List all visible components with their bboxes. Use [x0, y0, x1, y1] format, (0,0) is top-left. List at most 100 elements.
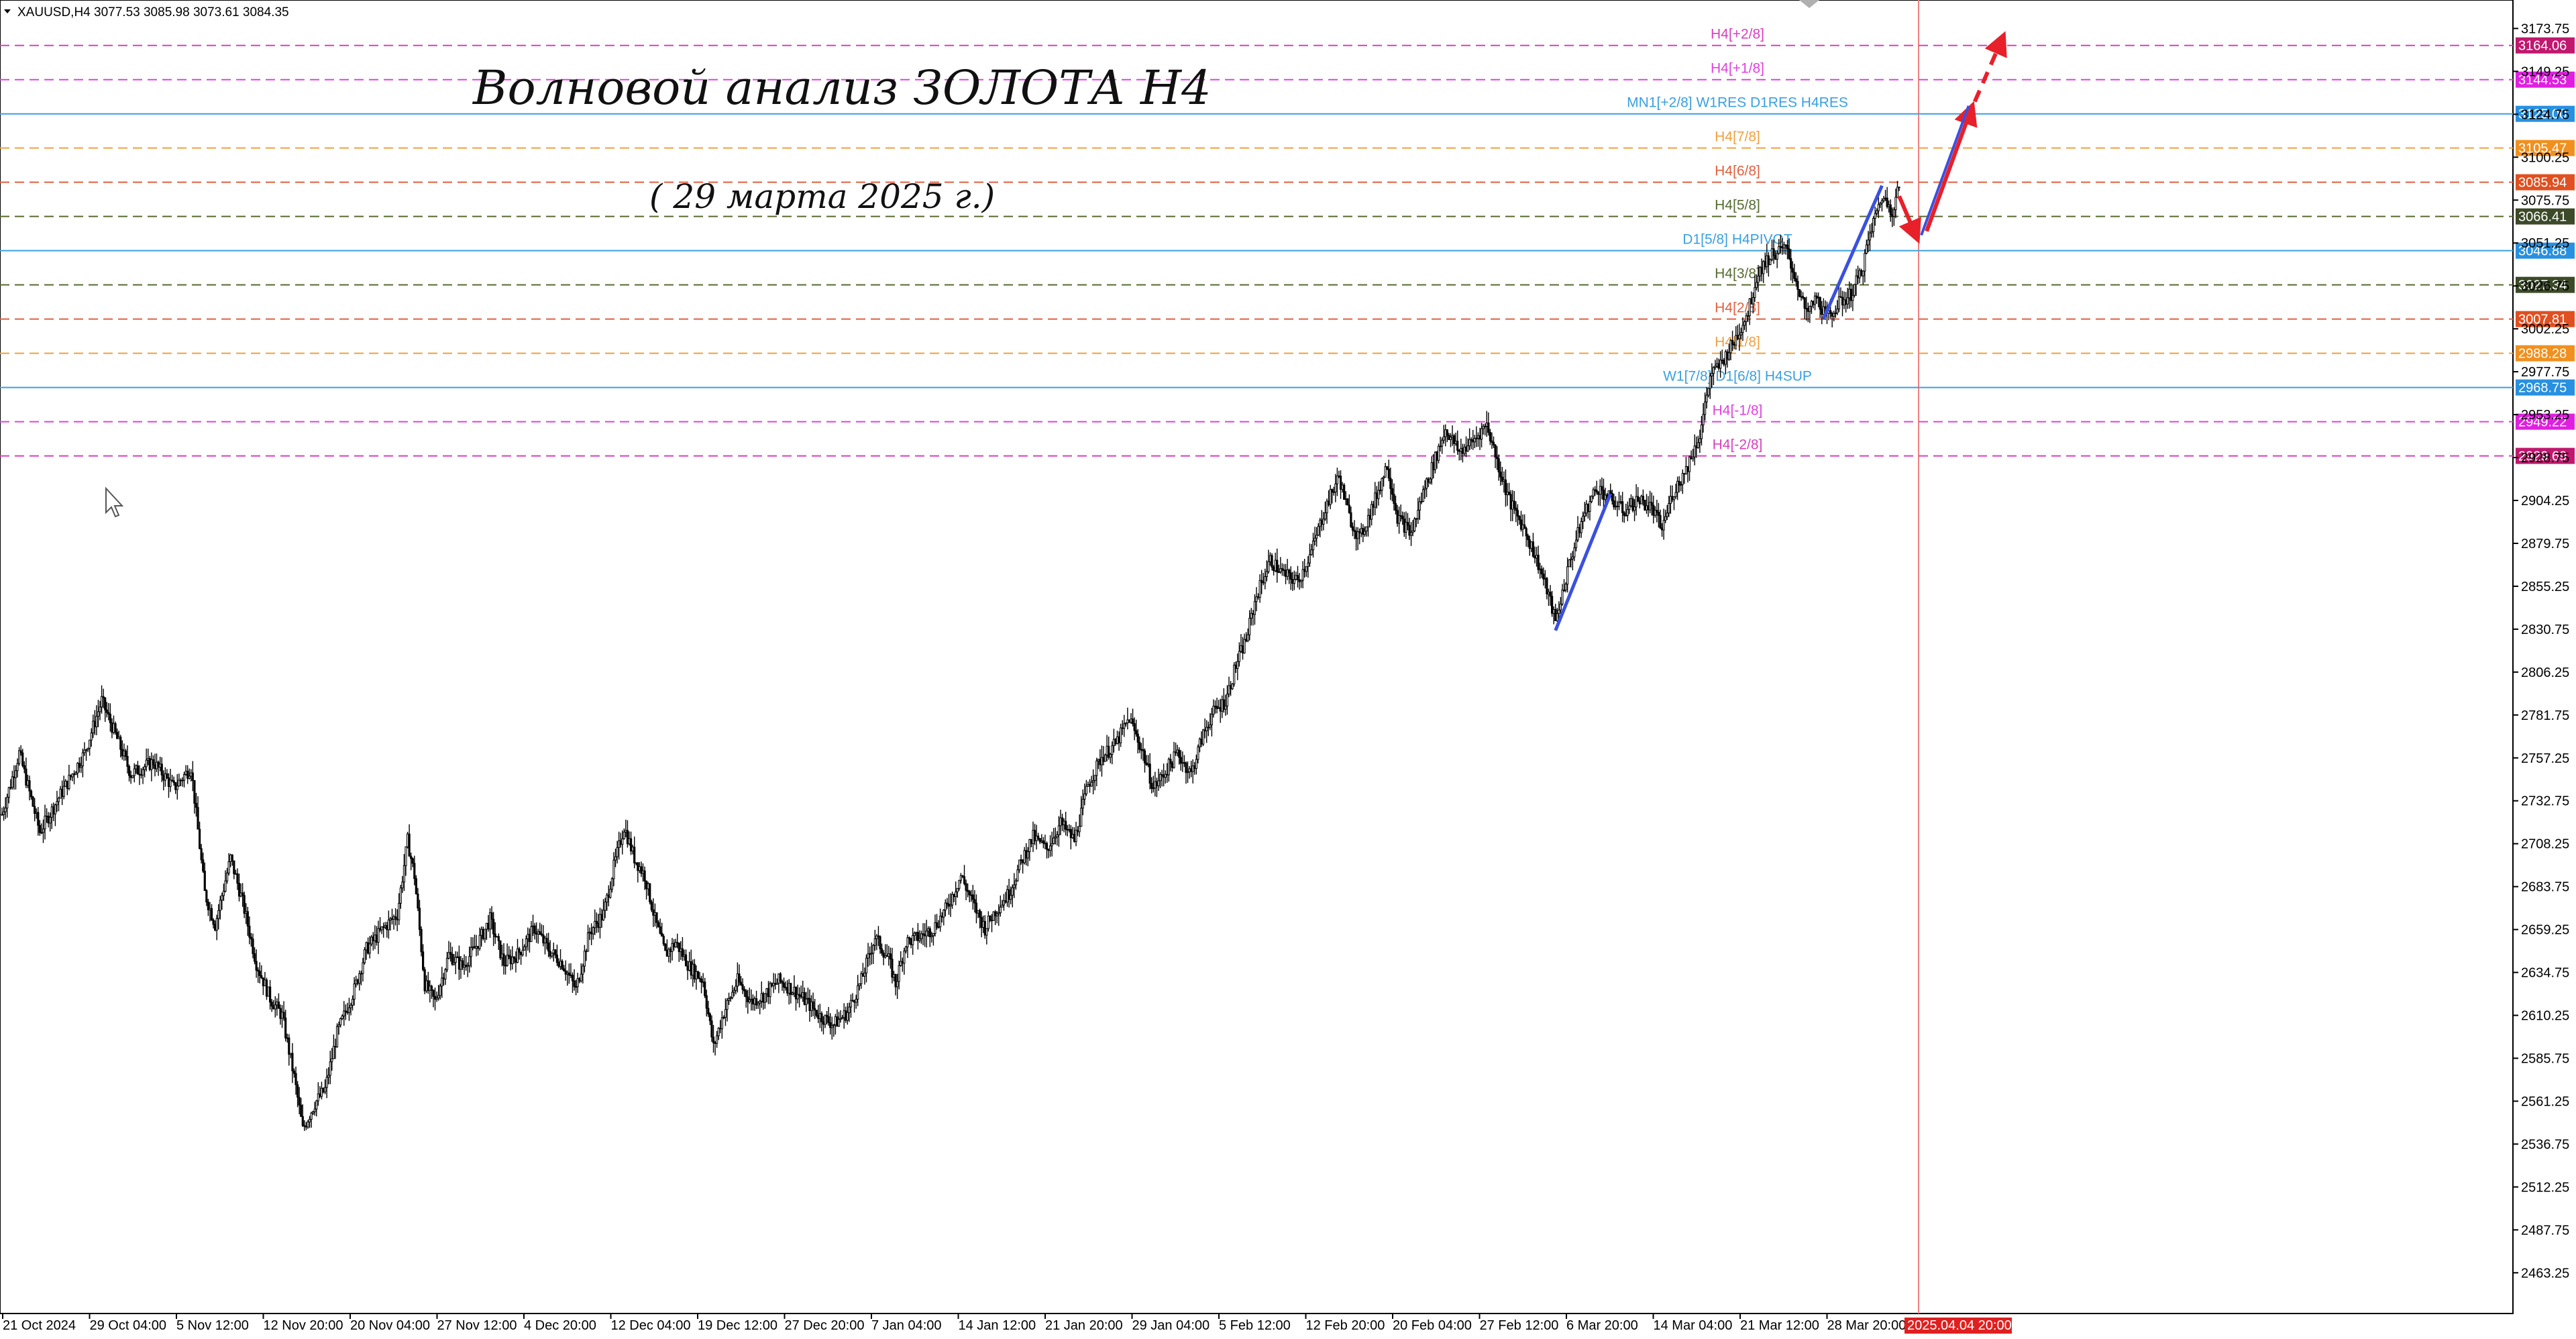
- candle-body: [858, 983, 861, 986]
- candle-body: [1080, 808, 1083, 827]
- candle-body: [1081, 798, 1084, 809]
- candle-body: [1384, 466, 1387, 478]
- candle-body: [1566, 566, 1569, 585]
- candle-body: [1601, 486, 1603, 490]
- candle-body: [272, 1006, 275, 1010]
- candle-body: [351, 998, 354, 1006]
- candle-body: [820, 1013, 823, 1022]
- candle-body: [647, 883, 649, 890]
- candle-body: [690, 961, 692, 976]
- candle-body: [142, 769, 144, 775]
- candle-body: [174, 782, 177, 790]
- candle-body: [1066, 828, 1069, 831]
- candle-body: [1760, 266, 1763, 274]
- candle-body: [539, 931, 541, 934]
- candle-body: [1466, 445, 1469, 451]
- candle-body: [1817, 297, 1820, 299]
- candle-body: [83, 749, 86, 753]
- candle-body: [1176, 749, 1179, 753]
- candle-body: [1803, 297, 1806, 309]
- level-label: W1[7/8] D1[6/8] H4SUP: [1663, 369, 1812, 384]
- candle-body: [1611, 493, 1613, 501]
- candle-body: [384, 925, 386, 928]
- candle-body: [347, 1007, 351, 1014]
- candle-body: [1489, 432, 1491, 441]
- candle-body: [790, 983, 792, 996]
- candle-body: [1779, 246, 1782, 248]
- candle-body: [910, 938, 912, 945]
- candle-body: [444, 969, 447, 980]
- candle-body: [1695, 445, 1698, 448]
- candle-body: [1721, 360, 1723, 362]
- candle-body: [1652, 504, 1655, 516]
- candle-body: [827, 1016, 830, 1023]
- candle-body: [1178, 749, 1181, 758]
- candle-body: [1599, 486, 1601, 495]
- candle-body: [1662, 520, 1665, 531]
- candle-body: [1776, 253, 1778, 260]
- candle-body: [14, 770, 17, 778]
- candle-body: [207, 902, 209, 910]
- candle-body: [673, 943, 676, 948]
- candle-body: [23, 765, 25, 769]
- candle-body: [1371, 504, 1373, 520]
- candle-body: [92, 720, 95, 734]
- candle-body: [638, 866, 641, 871]
- candle-body: [150, 759, 153, 770]
- plot-frame[interactable]: [0, 0, 2514, 1314]
- candle-body: [1877, 204, 1880, 211]
- candle-body: [659, 926, 661, 934]
- candle-body: [1485, 422, 1488, 427]
- candle-body: [159, 763, 162, 768]
- candle-body: [1028, 839, 1031, 853]
- candle-body: [1095, 760, 1098, 776]
- candle-body: [1647, 505, 1650, 511]
- candle-body: [1441, 439, 1444, 447]
- candle-body: [54, 804, 57, 814]
- chart-menu-triangle-icon[interactable]: [4, 9, 11, 13]
- candle-body: [1069, 828, 1072, 839]
- candle-body: [863, 972, 866, 977]
- candle-body: [1061, 817, 1064, 825]
- candle-body: [731, 992, 734, 998]
- candle-body: [861, 973, 864, 977]
- candle-body: [1112, 739, 1115, 747]
- candle-body: [1680, 484, 1682, 486]
- candle-body: [1310, 549, 1313, 555]
- candle-body: [102, 696, 105, 698]
- candle-body: [1829, 310, 1832, 314]
- candle-body: [1427, 478, 1430, 483]
- candle-body: [1131, 718, 1134, 725]
- level-label: H4[-1/8]: [1713, 403, 1763, 419]
- plot-area[interactable]: [0, 0, 2514, 1314]
- candle-body: [1523, 524, 1526, 529]
- candle-body: [695, 971, 698, 979]
- candle-body: [1625, 515, 1627, 517]
- candle-body: [1245, 639, 1248, 641]
- candle-body: [1798, 289, 1801, 297]
- candle-body: [202, 859, 205, 872]
- candle-body: [47, 815, 50, 824]
- candle-body: [435, 998, 438, 1000]
- candle-body: [757, 1002, 759, 1006]
- candle-body: [903, 951, 906, 964]
- candle-body: [1766, 255, 1768, 268]
- candle-body: [68, 774, 70, 790]
- scroll-indicator-icon[interactable]: [1799, 0, 1819, 8]
- candle-body: [739, 981, 743, 985]
- candle-body: [135, 765, 138, 769]
- candle-body: [722, 1016, 725, 1018]
- candle-body: [460, 960, 462, 970]
- candle-body: [535, 932, 538, 935]
- level-price-tag: [2516, 345, 2575, 362]
- candle-body: [100, 696, 103, 708]
- candle-body: [1167, 759, 1170, 775]
- y-tick-label: 2855.25: [2521, 580, 2569, 594]
- candle-body: [2, 811, 5, 815]
- y-tick-label: 3002.25: [2521, 322, 2569, 337]
- candle-body: [1858, 270, 1861, 278]
- candle-body: [390, 918, 394, 920]
- candle-body: [1188, 768, 1191, 772]
